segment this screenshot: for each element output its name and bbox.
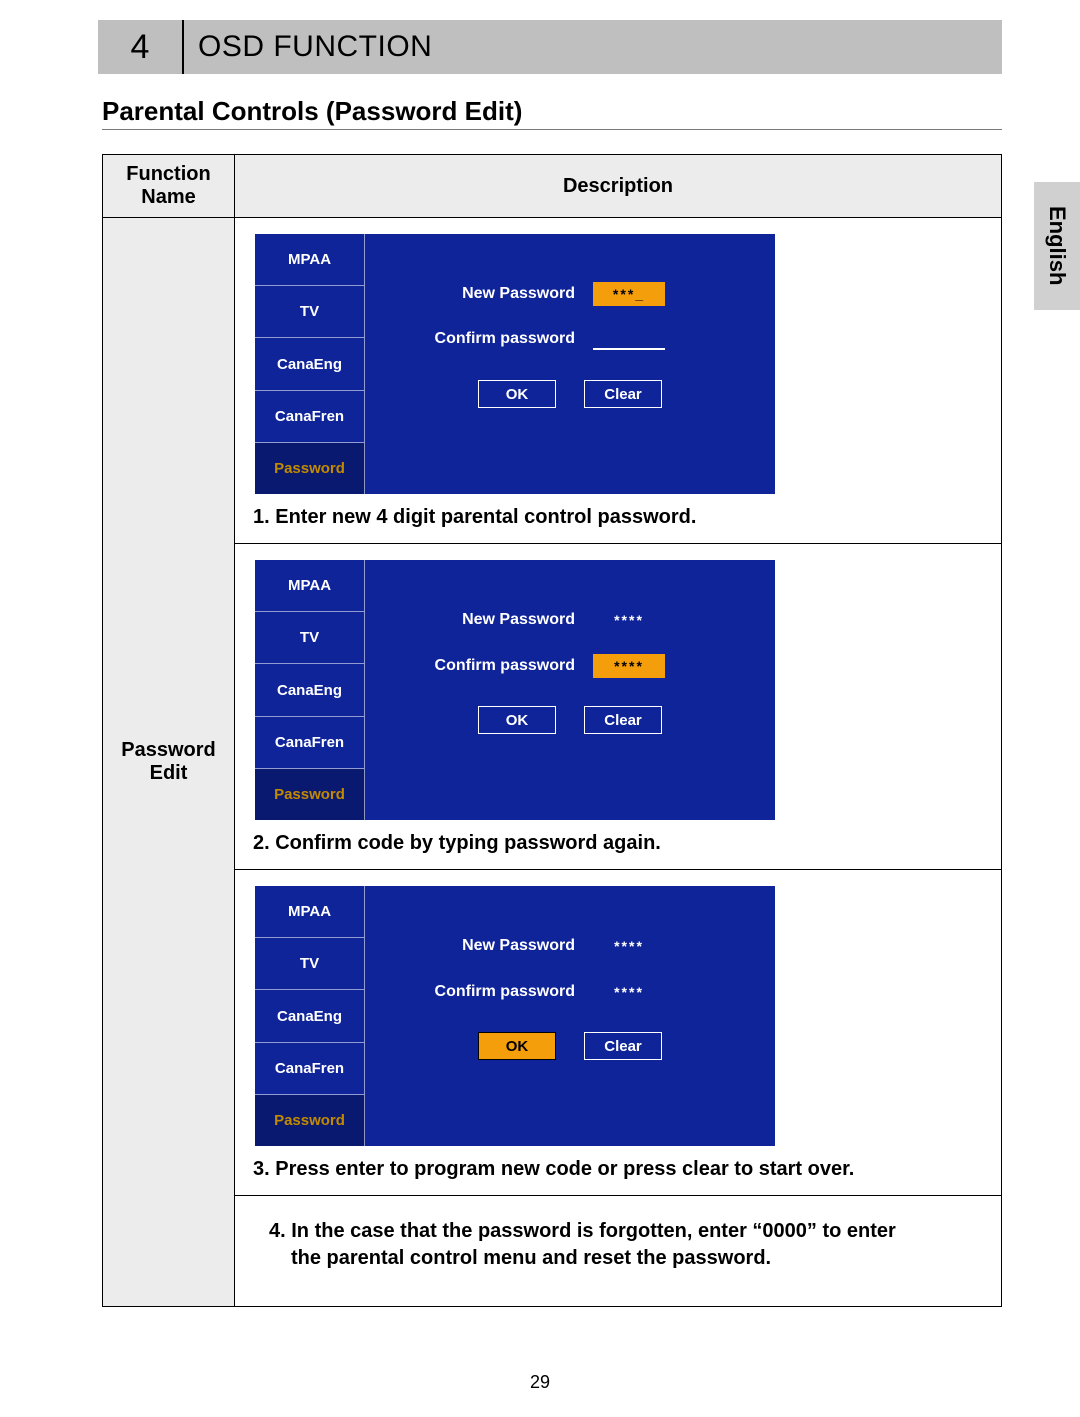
new-password-value[interactable]: ***_ — [593, 282, 665, 306]
confirm-password-label: Confirm password — [365, 983, 575, 1001]
osd-side-password[interactable]: Password — [255, 769, 365, 820]
chapter-header: 4 OSD FUNCTION — [78, 20, 1002, 82]
td-step-3: MPAA TV CanaEng CanaFren Password New Pa… — [235, 870, 1002, 1196]
section-rule — [102, 129, 1002, 130]
osd-side-tv[interactable]: TV — [255, 286, 365, 338]
th-function-name: Function Name — [103, 155, 235, 218]
td-step-1: MPAA TV CanaEng CanaFren Password New Pa… — [235, 218, 1002, 544]
osd-side-password[interactable]: Password — [255, 1095, 365, 1146]
osd-side-tv[interactable]: TV — [255, 938, 365, 990]
new-password-label: New Password — [365, 285, 575, 303]
osd-screenshot-1: MPAA TV CanaEng CanaFren Password New Pa… — [255, 234, 775, 494]
language-tab: English — [1034, 182, 1080, 310]
new-password-value[interactable]: **** — [593, 608, 665, 632]
th-function-l1: Function — [126, 163, 210, 185]
td-step-4: 4. In the case that the password is forg… — [235, 1196, 1002, 1307]
section-title: Parental Controls (Password Edit) — [102, 96, 1002, 127]
osd-sidebar: MPAA TV CanaEng CanaFren Password — [255, 560, 365, 820]
new-password-label: New Password — [365, 611, 575, 629]
function-name-l2: Edit — [150, 762, 188, 784]
osd-side-mpaa[interactable]: MPAA — [255, 234, 365, 286]
ok-button[interactable]: OK — [478, 380, 556, 408]
td-function-name: Password Edit — [103, 218, 235, 1307]
step-2-caption: 2. Confirm code by typing password again… — [253, 832, 983, 855]
osd-screenshot-3: MPAA TV CanaEng CanaFren Password New Pa… — [255, 886, 775, 1146]
osd-side-password[interactable]: Password — [255, 443, 365, 494]
confirm-password-label: Confirm password — [365, 330, 575, 348]
osd-main: New Password ***_ Confirm password OK Cl… — [365, 234, 775, 494]
page-number: 29 — [0, 1372, 1080, 1393]
step-4-line1: 4. In the case that the password is forg… — [269, 1220, 896, 1242]
confirm-password-value[interactable]: **** — [593, 654, 665, 678]
confirm-password-value[interactable] — [593, 328, 665, 350]
osd-sidebar: MPAA TV CanaEng CanaFren Password — [255, 234, 365, 494]
chapter-divider — [182, 20, 184, 74]
step-4-line2: the parental control menu and reset the … — [269, 1245, 975, 1272]
osd-main: New Password **** Confirm password **** … — [365, 886, 775, 1146]
osd-side-canafren[interactable]: CanaFren — [255, 1043, 365, 1095]
ok-button[interactable]: OK — [478, 1032, 556, 1060]
osd-main: New Password **** Confirm password **** … — [365, 560, 775, 820]
osd-sidebar: MPAA TV CanaEng CanaFren Password — [255, 886, 365, 1146]
osd-side-mpaa[interactable]: MPAA — [255, 886, 365, 938]
osd-side-mpaa[interactable]: MPAA — [255, 560, 365, 612]
confirm-password-value[interactable]: **** — [593, 980, 665, 1004]
osd-side-canaeng[interactable]: CanaEng — [255, 990, 365, 1042]
chapter-number: 4 — [98, 20, 182, 74]
function-table: Function Name Description Password Edit … — [102, 154, 1002, 1307]
confirm-password-label: Confirm password — [365, 657, 575, 675]
chapter-title: OSD FUNCTION — [198, 20, 432, 74]
new-password-label: New Password — [365, 937, 575, 955]
ok-button[interactable]: OK — [478, 706, 556, 734]
language-tab-label: English — [1044, 206, 1070, 285]
new-password-value[interactable]: **** — [593, 934, 665, 958]
function-name-l1: Password — [121, 739, 215, 761]
step-1-caption: 1. Enter new 4 digit parental control pa… — [253, 506, 983, 529]
osd-side-canafren[interactable]: CanaFren — [255, 717, 365, 769]
step-3-caption: 3. Press enter to program new code or pr… — [253, 1158, 983, 1181]
osd-side-canaeng[interactable]: CanaEng — [255, 664, 365, 716]
th-description: Description — [235, 155, 1002, 218]
clear-button[interactable]: Clear — [584, 706, 662, 734]
osd-side-tv[interactable]: TV — [255, 612, 365, 664]
th-function-l2: Name — [141, 186, 195, 208]
td-step-2: MPAA TV CanaEng CanaFren Password New Pa… — [235, 544, 1002, 870]
osd-side-canafren[interactable]: CanaFren — [255, 391, 365, 443]
clear-button[interactable]: Clear — [584, 380, 662, 408]
osd-side-canaeng[interactable]: CanaEng — [255, 338, 365, 390]
osd-screenshot-2: MPAA TV CanaEng CanaFren Password New Pa… — [255, 560, 775, 820]
clear-button[interactable]: Clear — [584, 1032, 662, 1060]
